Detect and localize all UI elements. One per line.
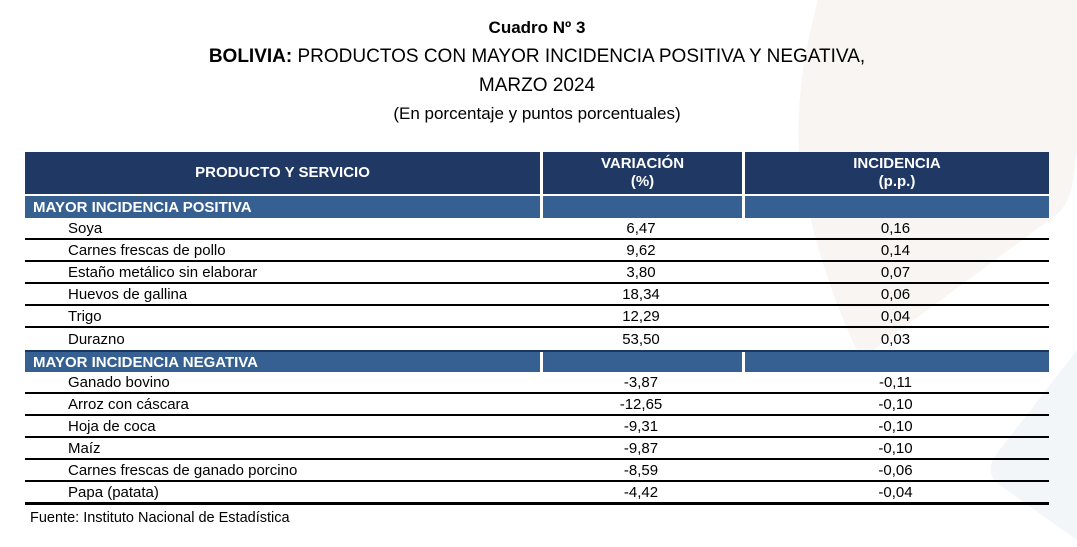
variation-cell: 12,29 [622,307,660,325]
table-header-row: PRODUCTO Y SERVICIO VARIACIÓN (%) INCIDE… [25,152,1049,196]
column-header-incidence-line1: INCIDENCIA [853,155,941,172]
product-cell: Carnes frescas de ganado porcino [68,461,298,479]
section-empty-cell [540,196,742,218]
variation-cell: -8,59 [623,461,659,479]
section-empty-cell [742,196,1049,218]
section-label: MAYOR INCIDENCIA POSITIVA [33,198,252,216]
column-header-variation-line2: (%) [630,173,655,190]
column-header-product: PRODUCTO Y SERVICIO [25,152,540,194]
section-empty-cell [742,352,1049,372]
incidence-cell: -0,06 [878,461,913,479]
table-row: Papa (patata) -4,42 -0,04 [25,482,1049,505]
incidence-cell: 0,07 [880,263,911,281]
column-header-variation: VARIACIÓN (%) [540,152,742,194]
product-cell: Estaño metálico sin elaborar [68,263,258,281]
variation-cell: 18,34 [622,285,660,303]
incidence-cell: 0,04 [880,307,911,325]
table-row: Carnes frescas de ganado porcino -8,59 -… [25,460,1049,482]
column-header-variation-line1: VARIACIÓN [600,155,685,172]
variation-cell: -9,87 [623,439,659,457]
column-header-incidence: INCIDENCIA (p.p.) [742,152,1049,194]
column-header-incidence-line2: (p.p.) [878,173,916,190]
product-cell: Maíz [68,439,101,457]
product-cell: Hoja de coca [68,417,156,435]
section-row-positive: MAYOR INCIDENCIA POSITIVA [25,196,1049,218]
variation-cell: -4,42 [623,483,659,501]
section-empty-cell [540,352,742,372]
table-row: Soya 6,47 0,16 [25,218,1049,240]
table-row: Estaño metálico sin elaborar 3,80 0,07 [25,262,1049,284]
incidence-table: PRODUCTO Y SERVICIO VARIACIÓN (%) INCIDE… [25,152,1049,505]
table-row: Ganado bovino -3,87 -0,11 [25,372,1049,394]
incidence-cell: -0,10 [878,395,913,413]
title-rest: PRODUCTOS CON MAYOR INCIDENCIA POSITIVA … [292,46,866,67]
source-note: Fuente: Instituto Nacional de Estadístic… [30,510,290,526]
table-row: Maíz -9,87 -0,10 [25,438,1049,460]
section-row-negative: MAYOR INCIDENCIA NEGATIVA [25,350,1049,372]
watermark-bottom-right-shape [990,350,1077,540]
section-label: MAYOR INCIDENCIA NEGATIVA [33,353,259,371]
product-cell: Soya [68,219,103,237]
product-cell: Ganado bovino [68,373,170,391]
incidence-cell: 0,06 [880,285,911,303]
variation-cell: -9,31 [623,417,659,435]
incidence-cell: 0,16 [880,219,911,237]
variation-cell: 53,50 [622,330,660,348]
table-number-title: Cuadro Nº 3 [488,18,586,37]
table-row: Carnes frescas de pollo 9,62 0,14 [25,240,1049,262]
table-row: Trigo 12,29 0,04 [25,306,1049,328]
incidence-cell: -0,04 [878,483,913,501]
table-row: Arroz con cáscara -12,65 -0,10 [25,394,1049,416]
product-cell: Durazno [68,330,125,348]
incidence-cell: -0,11 [878,373,913,391]
incidence-cell: 0,14 [880,241,911,259]
incidence-cell: -0,10 [878,417,913,435]
variation-cell: -12,65 [619,395,663,413]
table-main-title: BOLIVIA: PRODUCTOS CON MAYOR INCIDENCIA … [25,42,1049,71]
table-units-subtitle: (En porcentaje y puntos porcentuales) [393,104,681,123]
table-row: Huevos de gallina 18,34 0,06 [25,284,1049,306]
variation-cell: 3,80 [626,263,656,281]
incidence-cell: -0,10 [878,439,913,457]
table-title-block: Cuadro Nº 3 BOLIVIA: PRODUCTOS CON MAYOR… [25,14,1049,128]
column-header-product-line1: PRODUCTO Y SERVICIO [195,164,370,181]
variation-cell: 9,62 [626,241,656,259]
variation-cell: -3,87 [623,373,659,391]
product-cell: Huevos de gallina [68,285,188,303]
product-cell: Trigo [68,307,102,325]
table-row: Hoja de coca -9,31 -0,10 [25,416,1049,438]
table-row: Durazno 53,50 0,03 [25,328,1049,350]
product-cell: Carnes frescas de pollo [68,241,226,259]
product-cell: Arroz con cáscara [68,395,189,413]
title-country-bold: BOLIVIA: [208,46,293,67]
incidence-cell: 0,03 [880,330,911,348]
variation-cell: 6,47 [626,219,656,237]
product-cell: Papa (patata) [68,483,159,501]
table-period-title: MARZO 2024 [478,75,596,96]
